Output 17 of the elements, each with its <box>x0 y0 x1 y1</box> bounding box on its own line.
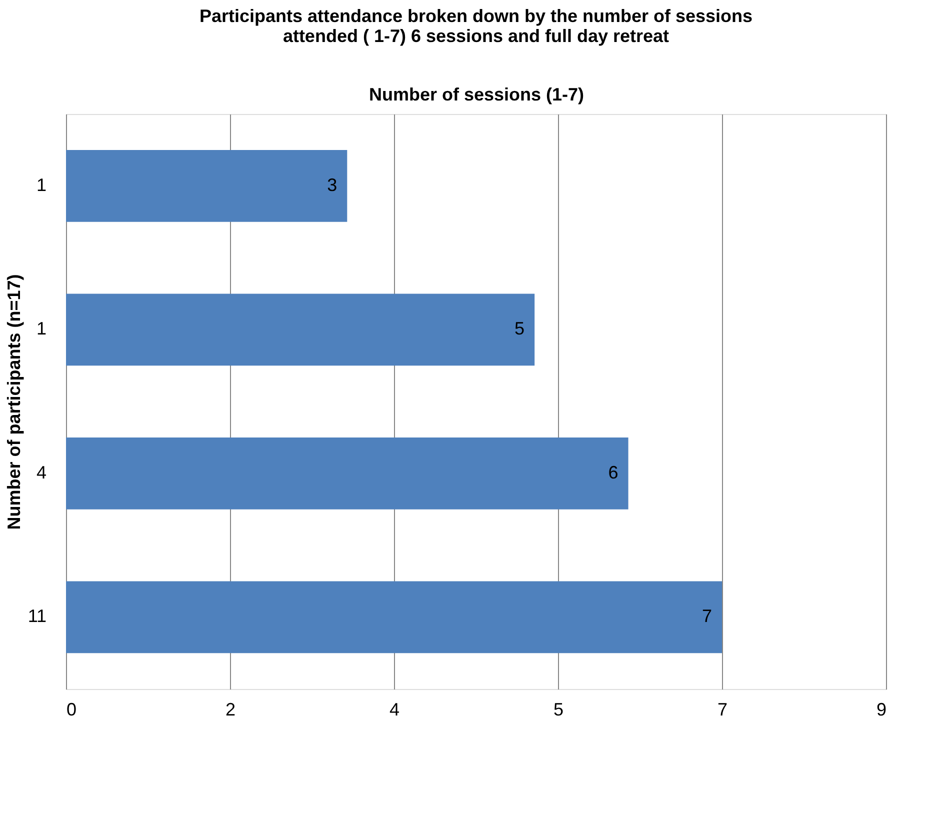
data-label: 3 <box>327 174 338 195</box>
y-axis-title: Number of participants (n=17) <box>4 274 24 530</box>
x-tick-label: 2 <box>225 700 236 720</box>
data-label: 6 <box>608 462 618 482</box>
x-axis-title: Number of sessions (1-7) <box>368 84 584 104</box>
data-label: 5 <box>514 318 525 339</box>
y-tick-label: 1 <box>36 318 46 339</box>
y-tick-label: 11 <box>28 606 46 626</box>
x-tick-label: 0 <box>66 700 77 720</box>
x-tick-label: 5 <box>553 700 564 720</box>
x-tick-label: 4 <box>389 700 400 720</box>
chart-title: Participants attendance broken down by the number of sessions attended ( 1-7) 6 sessions and full day retreat <box>199 6 753 46</box>
x-tick-label: 9 <box>876 700 886 720</box>
y-tick-label: 1 <box>36 174 46 195</box>
data-label: 7 <box>702 606 712 626</box>
x-tick-label: 7 <box>717 700 728 720</box>
y-tick-label: 4 <box>36 462 46 482</box>
